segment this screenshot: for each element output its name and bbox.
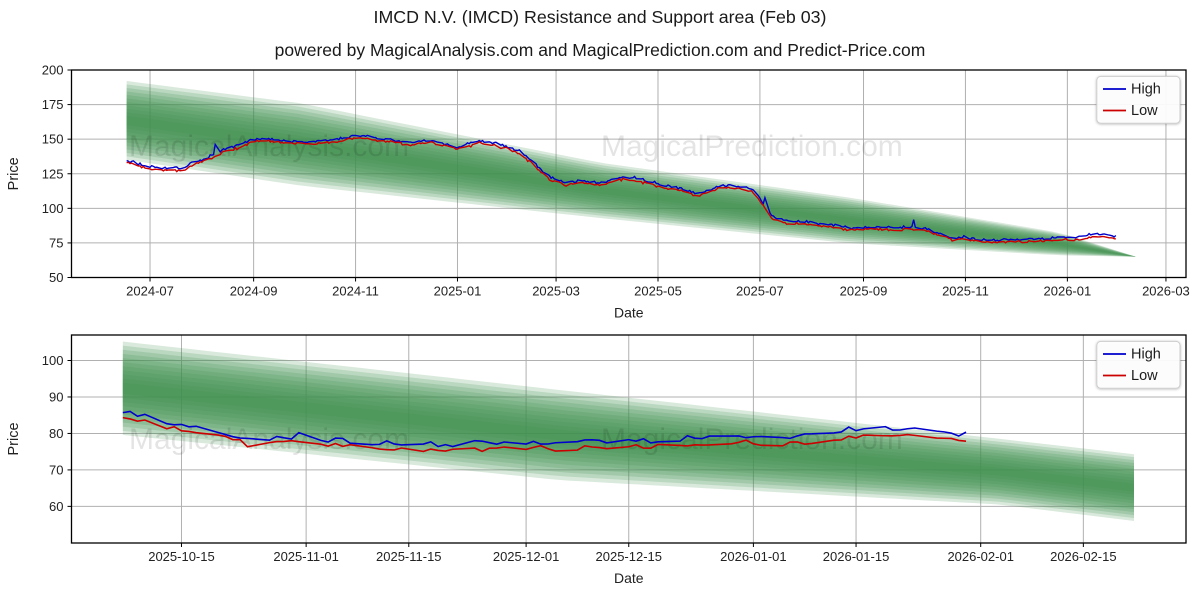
svg-text:50: 50 bbox=[49, 270, 63, 285]
svg-text:175: 175 bbox=[42, 97, 64, 112]
svg-text:2025-10-15: 2025-10-15 bbox=[148, 549, 215, 564]
svg-text:2026-02-01: 2026-02-01 bbox=[947, 549, 1014, 564]
svg-text:80: 80 bbox=[49, 426, 63, 441]
svg-text:High: High bbox=[1131, 82, 1161, 98]
svg-text:60: 60 bbox=[49, 499, 63, 514]
svg-text:2026-01-01: 2026-01-01 bbox=[720, 549, 787, 564]
svg-text:100: 100 bbox=[42, 353, 64, 368]
svg-text:2025-09: 2025-09 bbox=[840, 284, 888, 299]
svg-text:High: High bbox=[1131, 347, 1161, 363]
svg-text:75: 75 bbox=[49, 235, 63, 250]
svg-text:2026-03: 2026-03 bbox=[1142, 284, 1190, 299]
svg-text:125: 125 bbox=[42, 166, 64, 181]
svg-text:100: 100 bbox=[42, 201, 64, 216]
svg-text:200: 200 bbox=[42, 63, 64, 78]
svg-text:2024-09: 2024-09 bbox=[230, 284, 278, 299]
svg-text:MagicalPrediction.com: MagicalPrediction.com bbox=[601, 130, 903, 163]
svg-text:2025-01: 2025-01 bbox=[434, 284, 482, 299]
svg-text:2024-07: 2024-07 bbox=[126, 284, 174, 299]
svg-text:70: 70 bbox=[49, 462, 63, 477]
svg-text:2025-11: 2025-11 bbox=[942, 284, 989, 299]
svg-text:2025-11-15: 2025-11-15 bbox=[376, 549, 442, 564]
svg-text:2025-12-01: 2025-12-01 bbox=[493, 549, 560, 564]
svg-text:150: 150 bbox=[42, 132, 64, 147]
svg-text:Price: Price bbox=[6, 157, 22, 190]
svg-text:2025-07: 2025-07 bbox=[736, 284, 784, 299]
svg-text:2025-12-15: 2025-12-15 bbox=[596, 549, 663, 564]
svg-text:2025-05: 2025-05 bbox=[634, 284, 682, 299]
svg-text:2026-01-15: 2026-01-15 bbox=[823, 549, 890, 564]
svg-text:2024-11: 2024-11 bbox=[332, 284, 379, 299]
svg-text:Low: Low bbox=[1131, 103, 1158, 119]
svg-text:Date: Date bbox=[614, 305, 644, 321]
svg-text:2025-03: 2025-03 bbox=[532, 284, 580, 299]
svg-text:Low: Low bbox=[1131, 368, 1158, 384]
svg-text:2026-02-15: 2026-02-15 bbox=[1050, 549, 1117, 564]
svg-text:90: 90 bbox=[49, 389, 63, 404]
svg-text:2026-01: 2026-01 bbox=[1044, 284, 1092, 299]
svg-text:Price: Price bbox=[6, 422, 22, 455]
svg-text:Date: Date bbox=[614, 570, 644, 586]
svg-text:2025-11-01: 2025-11-01 bbox=[273, 549, 339, 564]
